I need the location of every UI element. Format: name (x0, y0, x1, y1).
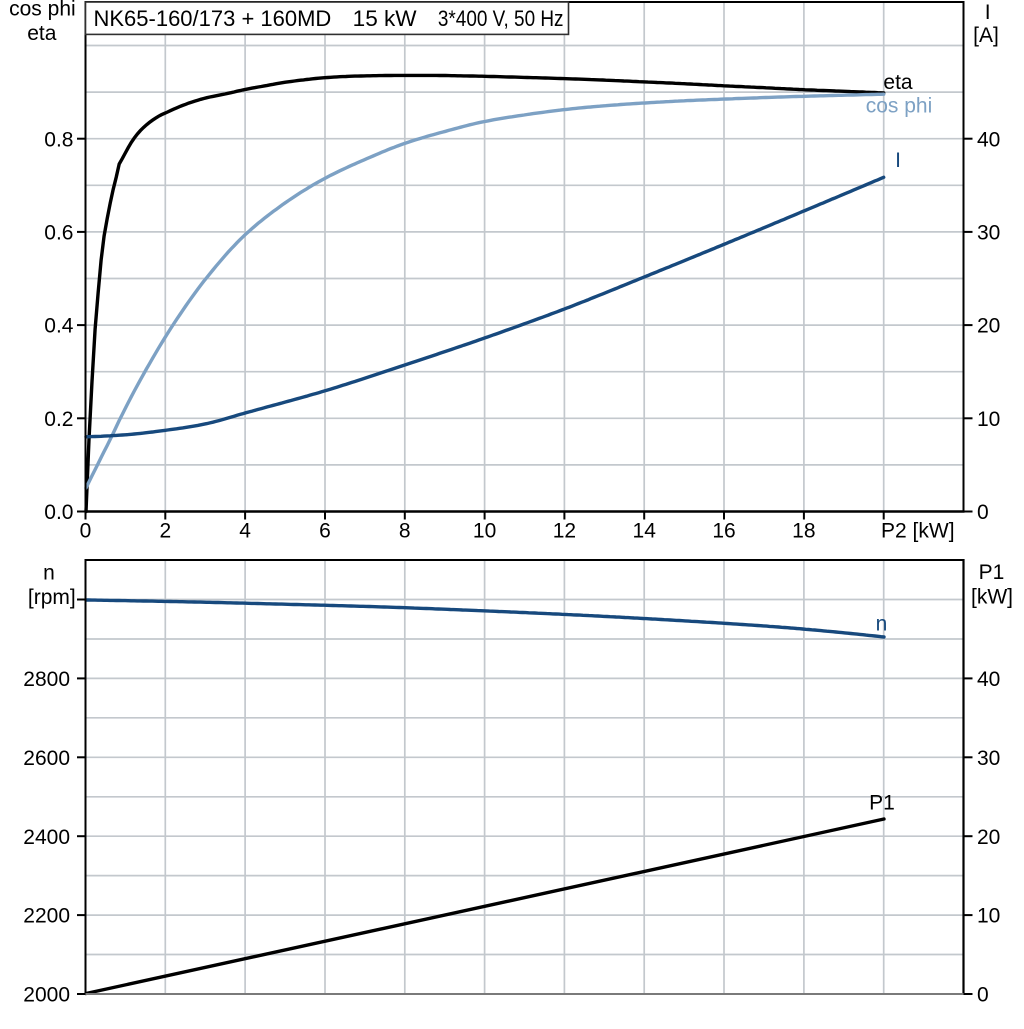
svg-text:cos phi: cos phi (9, 0, 76, 21)
svg-text:10: 10 (977, 905, 1000, 928)
svg-text:eta: eta (27, 22, 57, 45)
svg-text:0: 0 (80, 520, 92, 543)
svg-text:2200: 2200 (23, 905, 70, 928)
svg-text:16: 16 (712, 520, 735, 543)
svg-text:[kW]: [kW] (971, 586, 1013, 609)
svg-text:2600: 2600 (23, 747, 70, 770)
svg-text:0: 0 (977, 501, 989, 524)
svg-text:P2 [kW]: P2 [kW] (881, 520, 955, 543)
svg-text:eta: eta (883, 71, 913, 94)
svg-text:4: 4 (239, 520, 251, 543)
svg-text:8: 8 (399, 520, 411, 543)
svg-text:2400: 2400 (23, 826, 70, 849)
svg-text:NK65-160/173 + 160MD: NK65-160/173 + 160MD (94, 6, 332, 31)
svg-text:P1: P1 (869, 792, 895, 815)
svg-text:2800: 2800 (23, 668, 70, 691)
svg-text:40: 40 (977, 668, 1000, 691)
svg-text:20: 20 (977, 315, 1000, 338)
svg-text:18: 18 (792, 520, 815, 543)
svg-text:0: 0 (977, 984, 989, 1007)
svg-text:[A]: [A] (973, 24, 999, 47)
svg-text:2: 2 (159, 520, 171, 543)
svg-text:30: 30 (977, 222, 1000, 245)
svg-text:3*400 V, 50 Hz: 3*400 V, 50 Hz (438, 6, 564, 31)
svg-text:cos phi: cos phi (866, 95, 933, 118)
svg-text:10: 10 (473, 520, 496, 543)
svg-text:2000: 2000 (23, 984, 70, 1007)
svg-text:0.8: 0.8 (44, 128, 73, 151)
svg-text:n: n (876, 613, 888, 636)
svg-text:0.4: 0.4 (44, 315, 74, 338)
svg-text:I: I (985, 1, 991, 24)
svg-text:n: n (43, 562, 55, 585)
svg-text:30: 30 (977, 747, 1000, 770)
svg-text:0.0: 0.0 (44, 501, 73, 524)
svg-text:15 kW: 15 kW (353, 6, 417, 31)
svg-text:[rpm]: [rpm] (28, 586, 76, 609)
svg-text:P1: P1 (979, 561, 1005, 584)
svg-text:0.6: 0.6 (44, 222, 73, 245)
svg-text:I: I (895, 149, 901, 172)
svg-text:20: 20 (977, 826, 1000, 849)
svg-text:12: 12 (553, 520, 576, 543)
svg-text:40: 40 (977, 128, 1000, 151)
svg-text:10: 10 (977, 408, 1000, 431)
svg-text:14: 14 (633, 520, 657, 543)
svg-text:6: 6 (319, 520, 331, 543)
svg-text:0.2: 0.2 (44, 408, 73, 431)
